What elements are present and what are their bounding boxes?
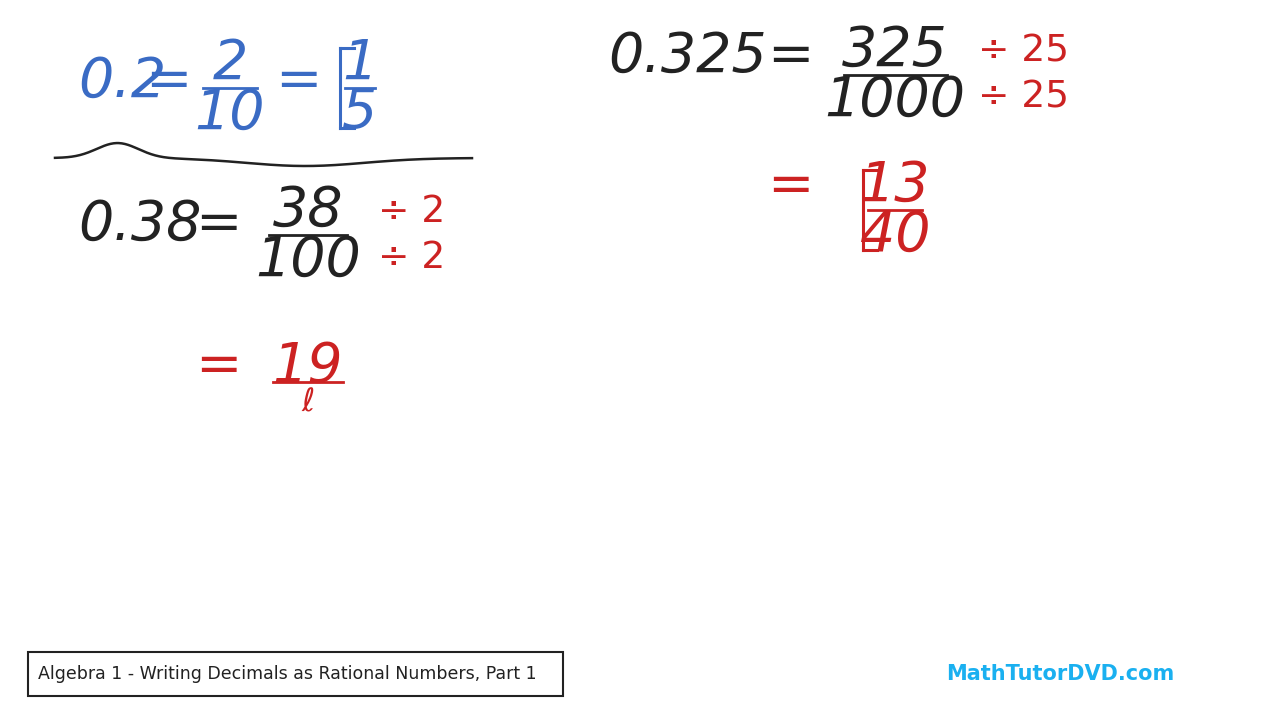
Text: 1000: 1000 [824, 73, 965, 126]
Text: =: = [767, 30, 813, 84]
Text: 2: 2 [212, 37, 247, 90]
Text: 38: 38 [273, 184, 343, 237]
Text: =: = [275, 55, 321, 109]
Text: Algebra 1 - Writing Decimals as Rational Numbers, Part 1: Algebra 1 - Writing Decimals as Rational… [38, 665, 536, 683]
Text: 0.38: 0.38 [78, 198, 201, 251]
Text: 19: 19 [273, 340, 343, 393]
Text: =: = [195, 340, 241, 394]
Text: 325: 325 [842, 24, 948, 77]
Text: 13: 13 [860, 158, 931, 212]
Text: ÷ 25: ÷ 25 [978, 34, 1069, 70]
Text: ÷ 2: ÷ 2 [378, 194, 445, 230]
Text: 5: 5 [342, 86, 378, 139]
Text: =: = [767, 160, 813, 214]
Text: =: = [145, 55, 191, 109]
Text: 1: 1 [342, 37, 378, 90]
Text: 40: 40 [860, 208, 931, 261]
Text: ÷ 25: ÷ 25 [978, 80, 1069, 116]
Bar [28, 652, 563, 696]
Text: =: = [195, 198, 241, 252]
Text: ÷ 2: ÷ 2 [378, 240, 445, 276]
Text: 100: 100 [255, 233, 361, 287]
Text: ℓ: ℓ [301, 387, 315, 418]
Text: 10: 10 [195, 86, 265, 139]
Text: 0.325: 0.325 [608, 30, 767, 83]
Text: 0.2: 0.2 [78, 55, 166, 108]
Text: MathTutorDVD.com: MathTutorDVD.com [946, 664, 1174, 684]
